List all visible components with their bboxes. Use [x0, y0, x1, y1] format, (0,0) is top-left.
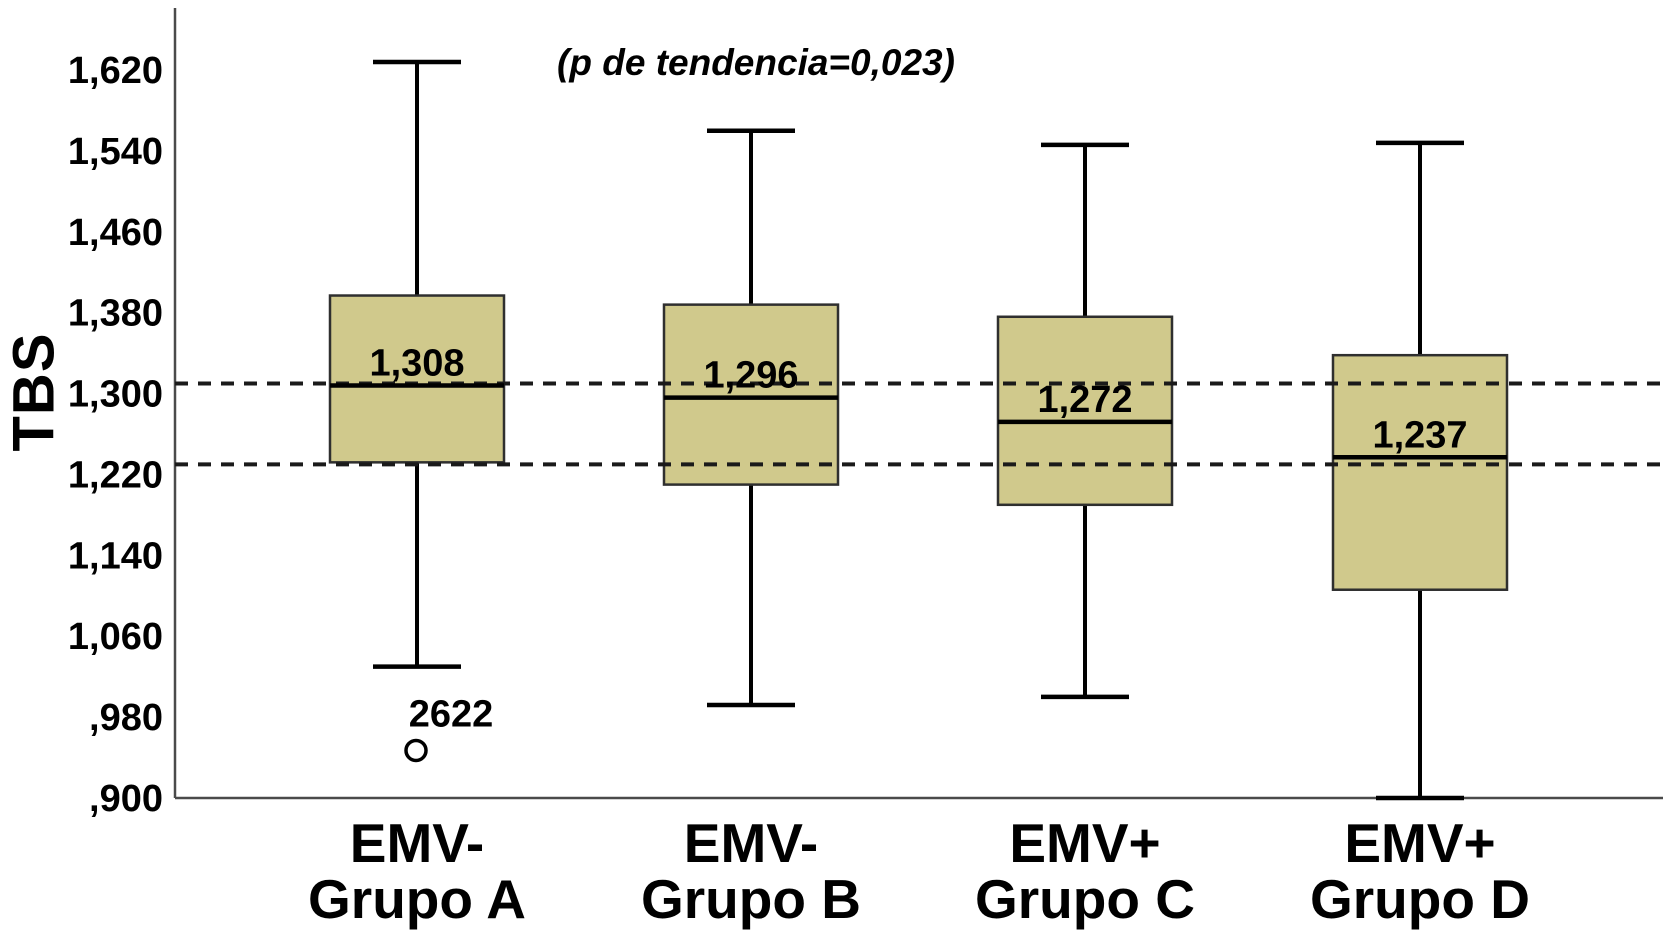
median-value-label: 1,308: [369, 343, 464, 385]
y-tick-label: 1,540: [68, 131, 163, 173]
x-category-label-line2: Grupo B: [641, 868, 861, 930]
x-category-label-line2: Grupo A: [308, 868, 526, 930]
iqr-box: [1331, 353, 1509, 591]
outlier-case-label: 2622: [409, 693, 494, 735]
iqr-box: [328, 294, 506, 464]
x-category-label-line2: Grupo C: [975, 868, 1195, 930]
x-category-label-line1: EMV+: [1344, 812, 1495, 874]
median-value-label: 1,296: [703, 355, 798, 397]
x-category-label-line1: EMV-: [684, 812, 818, 874]
y-tick-label: ,980: [89, 697, 163, 739]
y-tick-label: 1,300: [68, 374, 163, 416]
box-group-a: [328, 59, 506, 669]
outlier-point: [404, 738, 428, 763]
y-tick-label: 1,220: [68, 454, 163, 496]
x-category-label-line2: Grupo D: [1310, 868, 1530, 930]
box-group-c: [996, 142, 1174, 700]
y-tick-label: 1,460: [68, 212, 163, 254]
p-trend-annotation: (p de tendencia=0,023): [557, 42, 955, 83]
box-group-b: [662, 128, 840, 708]
y-tick-label: 1,140: [68, 535, 163, 577]
iqr-box: [996, 315, 1174, 507]
median-value-label: 1,237: [1372, 414, 1467, 456]
y-tick-label: 1,620: [68, 50, 163, 92]
x-category-label-line1: EMV-: [350, 812, 484, 874]
median-value-label: 1,272: [1037, 379, 1132, 421]
y-tick-label: 1,380: [68, 293, 163, 335]
iqr-box: [662, 303, 840, 486]
y-tick-label: 1,060: [68, 616, 163, 658]
y-tick-label: ,900: [89, 778, 163, 820]
box-group-d: [1331, 140, 1509, 801]
x-category-label-line1: EMV+: [1009, 812, 1160, 874]
